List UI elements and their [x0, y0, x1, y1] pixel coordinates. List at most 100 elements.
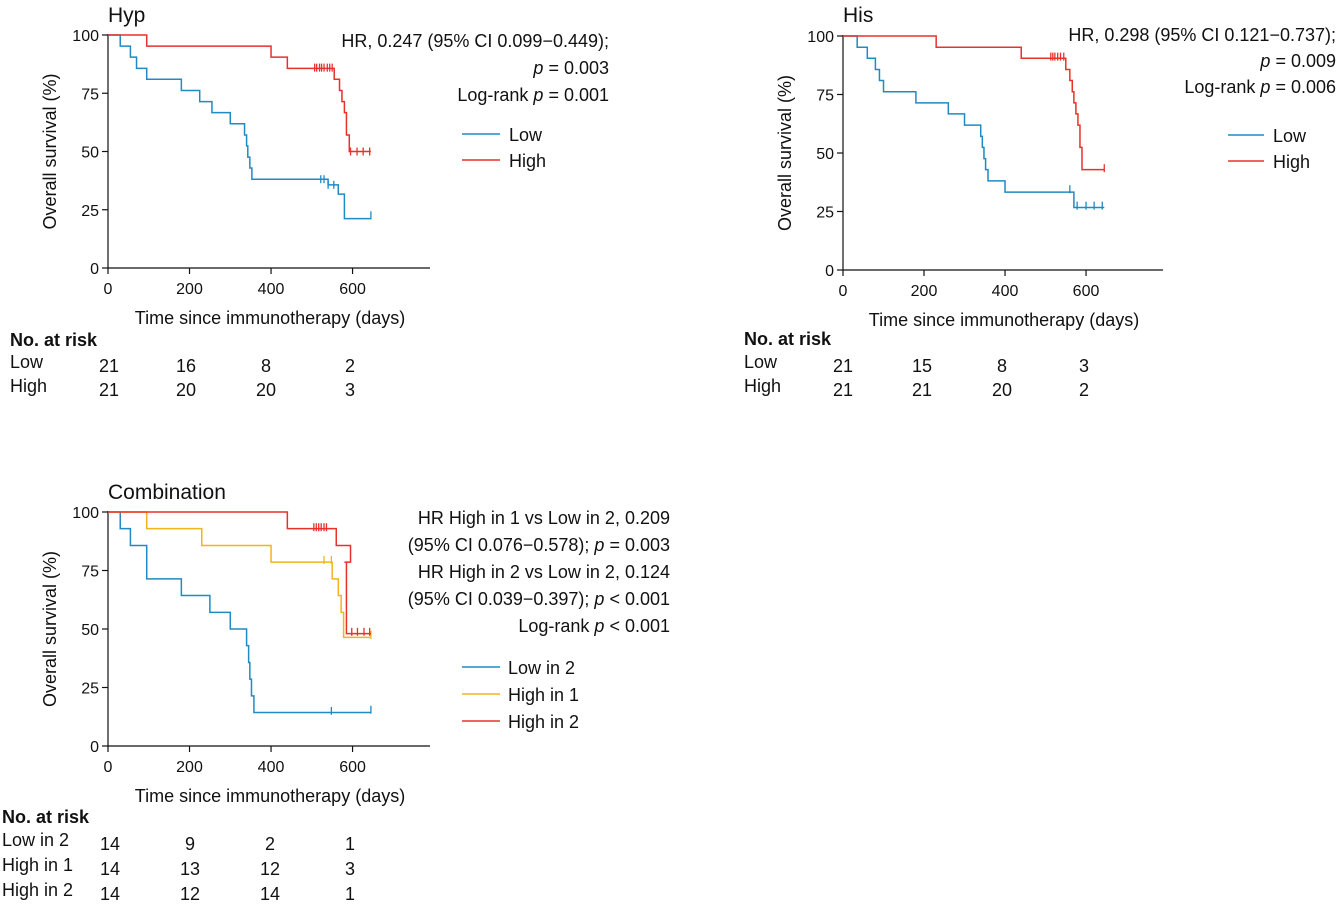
- stats-text: Log-rank: [1184, 77, 1260, 97]
- x-tick-label: 0: [839, 283, 848, 300]
- legend-label: High in 2: [508, 712, 579, 732]
- stats-line: Log-rank p = 0.001: [457, 85, 609, 105]
- stats-value: < 0.001: [604, 589, 670, 609]
- risk-count: 2: [265, 834, 275, 854]
- stats-line: HR High in 1 vs Low in 2, 0.209: [418, 508, 670, 528]
- risk-row-label: Low: [10, 352, 44, 372]
- legend-label: Low: [1273, 126, 1307, 146]
- x-tick-label: 0: [104, 281, 113, 298]
- risk-count: 14: [100, 834, 120, 854]
- y-axis-label: Overall survival (%): [40, 551, 60, 707]
- legend-label: Low: [509, 125, 543, 145]
- risk-count: 1: [345, 834, 355, 854]
- stats-line: (95% CI 0.076−0.578); p = 0.003: [408, 535, 670, 555]
- y-tick-label: 0: [825, 263, 834, 280]
- risk-count: 21: [833, 356, 853, 376]
- y-axis-label: Overall survival (%): [40, 73, 60, 229]
- y-tick-label: 75: [816, 88, 834, 105]
- risk-count: 2: [1079, 380, 1089, 400]
- stats-value: = 0.001: [543, 85, 609, 105]
- risk-table-header: No. at risk: [2, 807, 90, 827]
- risk-count: 8: [997, 356, 1007, 376]
- x-tick-label: 400: [258, 281, 285, 298]
- km-curve-low: [108, 34, 371, 220]
- risk-row-label: High in 1: [2, 855, 73, 875]
- y-tick-label: 100: [807, 29, 834, 46]
- risk-row-label: Low: [744, 352, 778, 372]
- stats-text: HR High in 2 vs Low in 2, 0.124: [418, 562, 670, 582]
- risk-row-label: High in 2: [2, 880, 73, 900]
- risk-count: 21: [99, 380, 119, 400]
- x-tick-label: 600: [339, 759, 366, 776]
- km-curve-high-in-2: [108, 511, 371, 635]
- y-tick-label: 50: [81, 145, 99, 162]
- chart-panel-2: His 0 25 50 75 100 0 200 400 600 Time since immuno…: [744, 4, 1336, 400]
- risk-count: 8: [261, 356, 271, 376]
- km-curve-high-in-1: [108, 511, 371, 639]
- x-tick-label: 0: [104, 759, 113, 776]
- y-tick-label: 50: [81, 622, 99, 639]
- risk-count: 21: [99, 356, 119, 376]
- stats-text: (95% CI 0.039−0.397);: [408, 589, 595, 609]
- risk-count: 9: [185, 834, 195, 854]
- x-axis-label: Time since immunotherapy (days): [135, 786, 405, 806]
- x-tick-label: 600: [339, 281, 366, 298]
- legend-label: High: [1273, 152, 1310, 172]
- risk-count: 13: [180, 859, 200, 879]
- y-tick-label: 25: [81, 203, 99, 220]
- chart-title: His: [843, 4, 873, 27]
- stats-text: HR, 0.247 (95% CI 0.099−0.449);: [341, 31, 609, 51]
- risk-count: 21: [912, 380, 932, 400]
- km-curve-high: [108, 34, 371, 153]
- risk-count: 2: [345, 356, 355, 376]
- stats-line: Log-rank p < 0.001: [518, 616, 670, 636]
- p-symbol: p: [532, 85, 543, 105]
- x-axis-label: Time since immunotherapy (days): [869, 310, 1139, 330]
- stats-line: HR High in 2 vs Low in 2, 0.124: [418, 562, 670, 582]
- risk-count: 15: [912, 356, 932, 376]
- y-tick-label: 75: [81, 86, 99, 103]
- p-symbol: p: [593, 616, 604, 636]
- x-tick-label: 600: [1073, 283, 1100, 300]
- x-tick-label: 200: [911, 283, 938, 300]
- y-tick-label: 25: [816, 205, 834, 222]
- km-curve-low: [843, 35, 1105, 209]
- km-curve-high: [843, 35, 1105, 171]
- y-axis-label: Overall survival (%): [775, 75, 795, 231]
- x-tick-label: 200: [176, 281, 203, 298]
- y-tick-label: 50: [816, 146, 834, 163]
- stats-line: p = 0.003: [532, 58, 609, 78]
- p-symbol: p: [593, 535, 604, 555]
- risk-row-label: Low in 2: [2, 830, 69, 850]
- chart-panel-1: Hyp 0 25 50 75 100 0 200 400 600 Time since immuno…: [10, 4, 609, 400]
- risk-count: 14: [100, 859, 120, 879]
- risk-count: 3: [345, 380, 355, 400]
- chart-title: Combination: [108, 481, 226, 504]
- y-tick-label: 25: [81, 681, 99, 698]
- risk-count: 14: [260, 884, 280, 904]
- risk-count: 12: [260, 859, 280, 879]
- stats-value: = 0.003: [543, 58, 609, 78]
- stats-text: (95% CI 0.076−0.578);: [408, 535, 595, 555]
- risk-count: 3: [1079, 356, 1089, 376]
- legend-label: High: [509, 151, 546, 171]
- risk-count: 20: [256, 380, 276, 400]
- risk-count: 12: [180, 884, 200, 904]
- stats-text: HR High in 1 vs Low in 2, 0.209: [418, 508, 670, 528]
- stats-line: HR, 0.247 (95% CI 0.099−0.449);: [341, 31, 609, 51]
- stats-value: = 0.009: [1270, 51, 1336, 71]
- x-tick-label: 400: [258, 759, 285, 776]
- risk-count: 1: [345, 884, 355, 904]
- stats-line: Log-rank p = 0.006: [1184, 77, 1336, 97]
- risk-count: 20: [992, 380, 1012, 400]
- x-tick-label: 400: [992, 283, 1019, 300]
- y-tick-label: 0: [90, 739, 99, 756]
- stats-value: = 0.003: [604, 535, 670, 555]
- risk-count: 20: [176, 380, 196, 400]
- stats-line: (95% CI 0.039−0.397); p < 0.001: [408, 589, 670, 609]
- risk-table-header: No. at risk: [10, 330, 98, 350]
- risk-row-label: High: [10, 376, 47, 396]
- y-tick-label: 75: [81, 564, 99, 581]
- stats-text: Log-rank: [518, 616, 594, 636]
- y-tick-label: 100: [72, 28, 99, 45]
